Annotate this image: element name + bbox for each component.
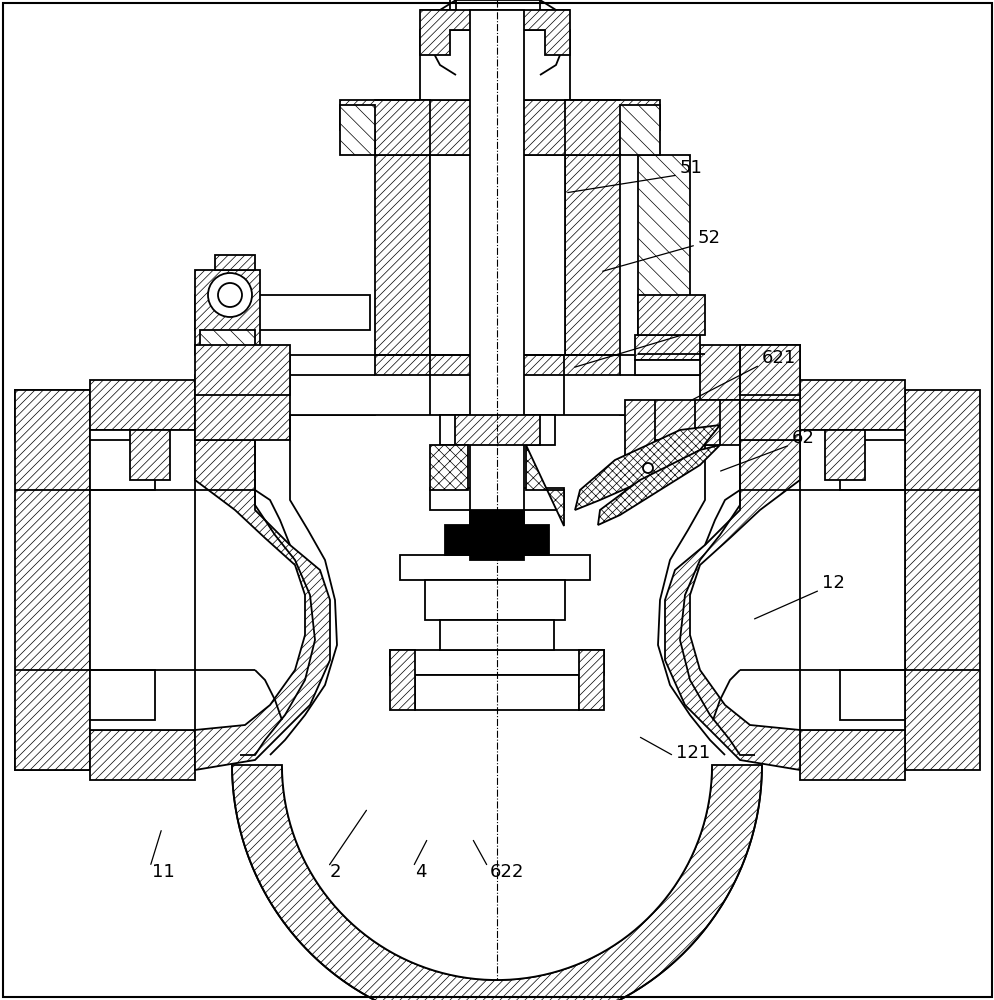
Polygon shape xyxy=(469,510,524,540)
Polygon shape xyxy=(619,105,659,155)
Polygon shape xyxy=(839,670,905,720)
Polygon shape xyxy=(700,400,740,445)
Polygon shape xyxy=(414,675,579,710)
Polygon shape xyxy=(281,765,712,980)
Polygon shape xyxy=(579,650,603,710)
Text: 121: 121 xyxy=(675,744,710,762)
Polygon shape xyxy=(390,650,603,675)
Text: 4: 4 xyxy=(414,863,426,881)
Polygon shape xyxy=(637,155,689,355)
Polygon shape xyxy=(839,440,905,490)
Polygon shape xyxy=(15,390,89,440)
Polygon shape xyxy=(575,425,720,510)
Text: 12: 12 xyxy=(821,574,844,592)
Polygon shape xyxy=(375,355,619,375)
Polygon shape xyxy=(799,730,905,780)
Polygon shape xyxy=(215,255,254,270)
Polygon shape xyxy=(634,335,700,360)
Polygon shape xyxy=(444,525,549,555)
Polygon shape xyxy=(565,155,619,355)
Polygon shape xyxy=(526,445,564,526)
Polygon shape xyxy=(634,360,700,375)
Polygon shape xyxy=(740,345,799,395)
Text: 2: 2 xyxy=(330,863,341,881)
Polygon shape xyxy=(195,345,289,395)
Polygon shape xyxy=(637,295,705,335)
Polygon shape xyxy=(289,355,705,415)
Polygon shape xyxy=(419,30,570,100)
Polygon shape xyxy=(89,430,195,730)
Polygon shape xyxy=(454,415,540,445)
Text: 51: 51 xyxy=(679,159,702,177)
Polygon shape xyxy=(419,10,570,55)
Text: 62: 62 xyxy=(791,429,814,447)
Polygon shape xyxy=(624,400,720,490)
Polygon shape xyxy=(700,345,799,400)
Polygon shape xyxy=(195,375,375,440)
Text: 11: 11 xyxy=(152,863,175,881)
Text: 621: 621 xyxy=(761,349,795,367)
Polygon shape xyxy=(429,155,565,355)
Polygon shape xyxy=(429,488,564,510)
Polygon shape xyxy=(429,445,467,490)
Polygon shape xyxy=(375,100,619,155)
Polygon shape xyxy=(195,440,330,770)
Polygon shape xyxy=(439,415,555,445)
Polygon shape xyxy=(905,390,979,770)
Polygon shape xyxy=(400,555,589,580)
Polygon shape xyxy=(619,375,799,440)
Polygon shape xyxy=(340,105,375,155)
Polygon shape xyxy=(824,430,864,480)
Polygon shape xyxy=(15,720,89,770)
Circle shape xyxy=(208,273,251,317)
Polygon shape xyxy=(469,10,524,545)
Polygon shape xyxy=(469,540,524,560)
Polygon shape xyxy=(455,0,540,30)
Text: 61: 61 xyxy=(683,319,706,337)
Polygon shape xyxy=(89,440,155,490)
Polygon shape xyxy=(664,440,799,770)
Polygon shape xyxy=(439,620,554,650)
Text: 622: 622 xyxy=(489,863,524,881)
Polygon shape xyxy=(195,295,370,330)
Polygon shape xyxy=(799,380,905,430)
Polygon shape xyxy=(195,270,259,355)
Polygon shape xyxy=(565,100,659,155)
Polygon shape xyxy=(89,730,195,780)
Polygon shape xyxy=(597,445,720,525)
Polygon shape xyxy=(375,155,429,355)
Polygon shape xyxy=(200,330,254,370)
Circle shape xyxy=(218,283,242,307)
Polygon shape xyxy=(232,765,761,1000)
Polygon shape xyxy=(15,390,89,770)
Polygon shape xyxy=(340,100,429,155)
Polygon shape xyxy=(424,580,565,620)
Circle shape xyxy=(642,463,652,473)
Polygon shape xyxy=(130,430,170,480)
Polygon shape xyxy=(89,670,155,720)
Polygon shape xyxy=(89,380,195,430)
Polygon shape xyxy=(390,650,414,710)
Text: 52: 52 xyxy=(698,229,721,247)
Polygon shape xyxy=(799,430,905,730)
